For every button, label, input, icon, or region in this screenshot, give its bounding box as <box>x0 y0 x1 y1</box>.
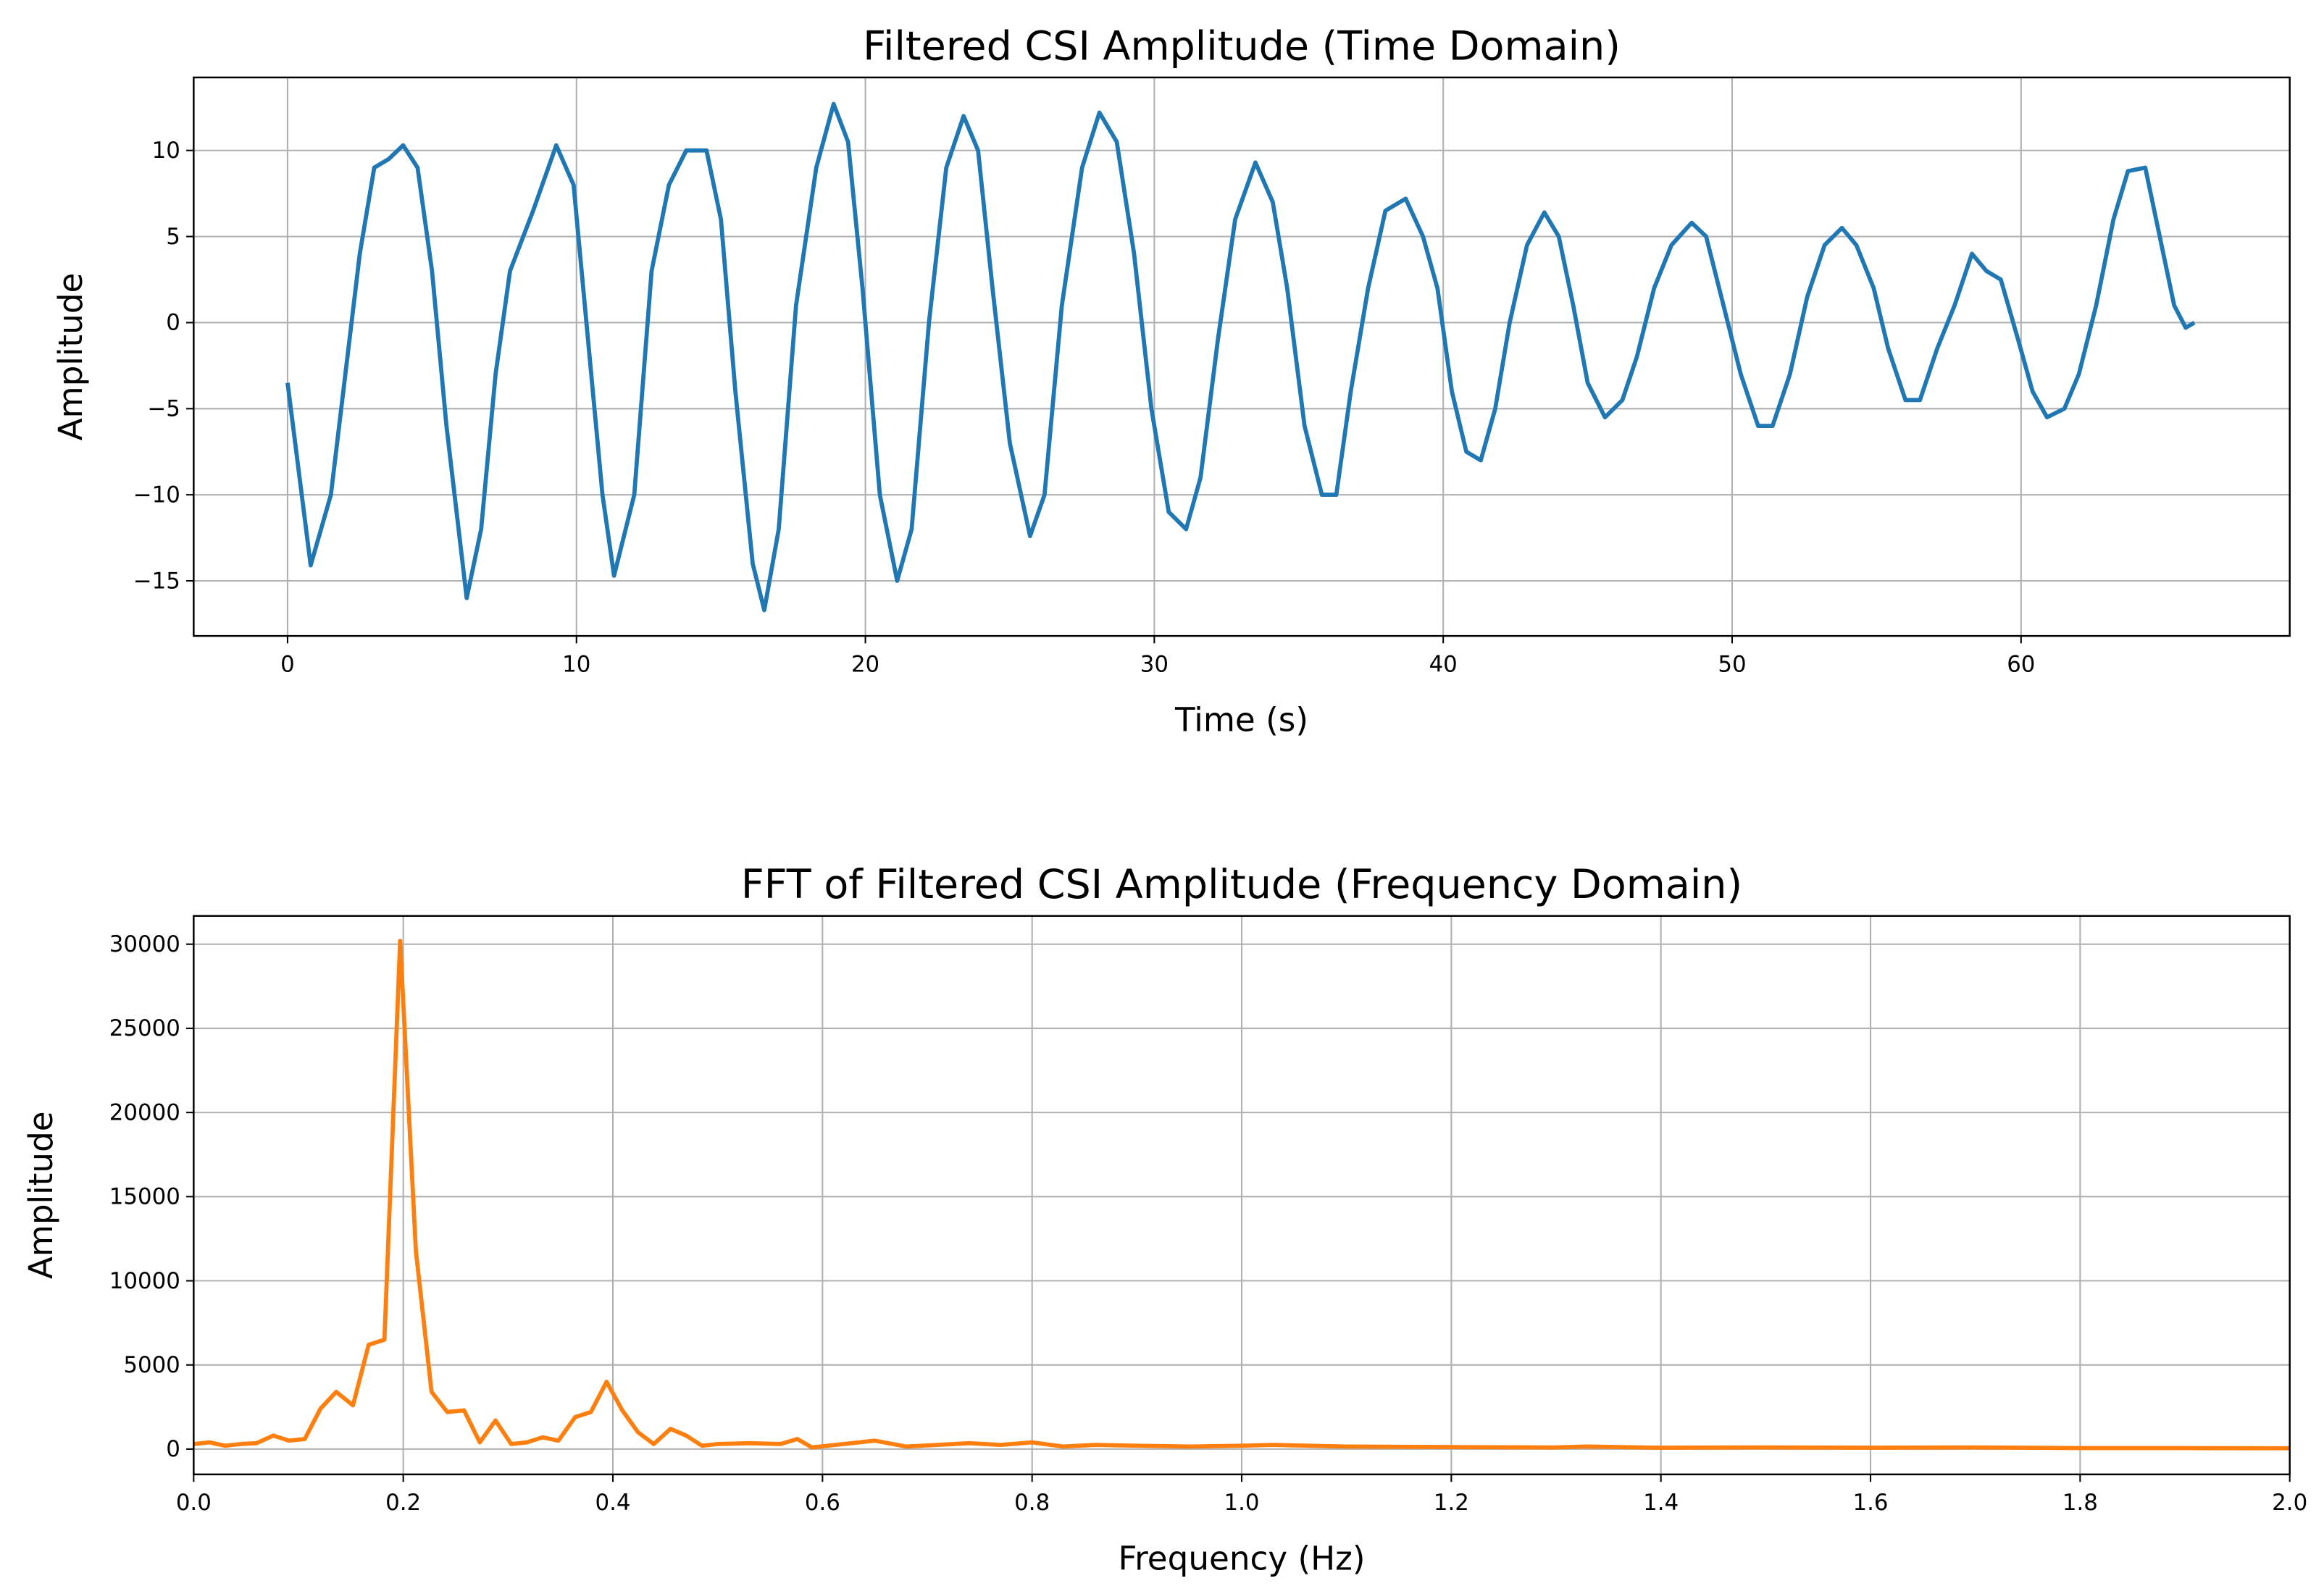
y-tick-label: 30000 <box>109 931 180 957</box>
y-tick-label: 20000 <box>109 1099 180 1125</box>
x-axis-label: Frequency (Hz) <box>1118 1539 1365 1577</box>
chart-title: Filtered CSI Amplitude (Time Domain) <box>863 22 1621 70</box>
y-tick-label: 0 <box>166 310 180 336</box>
y-axis-label: Amplitude <box>22 1111 60 1279</box>
y-tick-label: 15000 <box>109 1184 180 1210</box>
x-tick-label: 0.2 <box>385 1490 421 1516</box>
x-tick-label: 10 <box>562 651 590 677</box>
y-tick-label: 10 <box>152 138 180 164</box>
y-tick-label: −5 <box>147 396 180 422</box>
x-tick-label: 0.4 <box>595 1490 630 1516</box>
x-axis-label: Time (s) <box>1174 701 1308 739</box>
chart-title: FFT of Filtered CSI Amplitude (Frequency… <box>741 861 1742 908</box>
x-tick-label: 0.8 <box>1014 1490 1050 1516</box>
data-line <box>285 101 2196 613</box>
x-tick-label: 30 <box>1140 651 1169 677</box>
y-axis-label: Amplitude <box>51 273 90 441</box>
x-tick-label: 0.6 <box>805 1490 840 1516</box>
data-line <box>193 939 2290 1451</box>
y-tick-label: 5 <box>166 224 180 250</box>
x-tick-label: 1.0 <box>1224 1490 1260 1516</box>
x-tick-label: 1.2 <box>1434 1490 1469 1516</box>
x-tick-label: 1.4 <box>1643 1490 1679 1516</box>
y-tick-label: −15 <box>133 568 180 594</box>
x-tick-label: 1.6 <box>1853 1490 1889 1516</box>
x-tick-label: 50 <box>1718 651 1746 677</box>
y-tick-label: 10000 <box>109 1268 180 1294</box>
x-tick-label: 0 <box>280 651 295 677</box>
x-tick-label: 40 <box>1429 651 1458 677</box>
x-tick-label: 2.0 <box>2272 1490 2307 1516</box>
x-tick-label: 60 <box>2007 651 2035 677</box>
x-tick-label: 1.8 <box>2062 1490 2098 1516</box>
x-tick-label: 0.0 <box>176 1490 212 1516</box>
y-tick-label: −10 <box>133 482 180 508</box>
plot-frame <box>193 915 2291 1476</box>
y-tick-label: 0 <box>166 1436 180 1462</box>
y-tick-label: 5000 <box>123 1352 180 1378</box>
x-tick-label: 20 <box>851 651 879 677</box>
plot-frame <box>193 76 2291 637</box>
y-tick-label: 25000 <box>109 1015 180 1041</box>
